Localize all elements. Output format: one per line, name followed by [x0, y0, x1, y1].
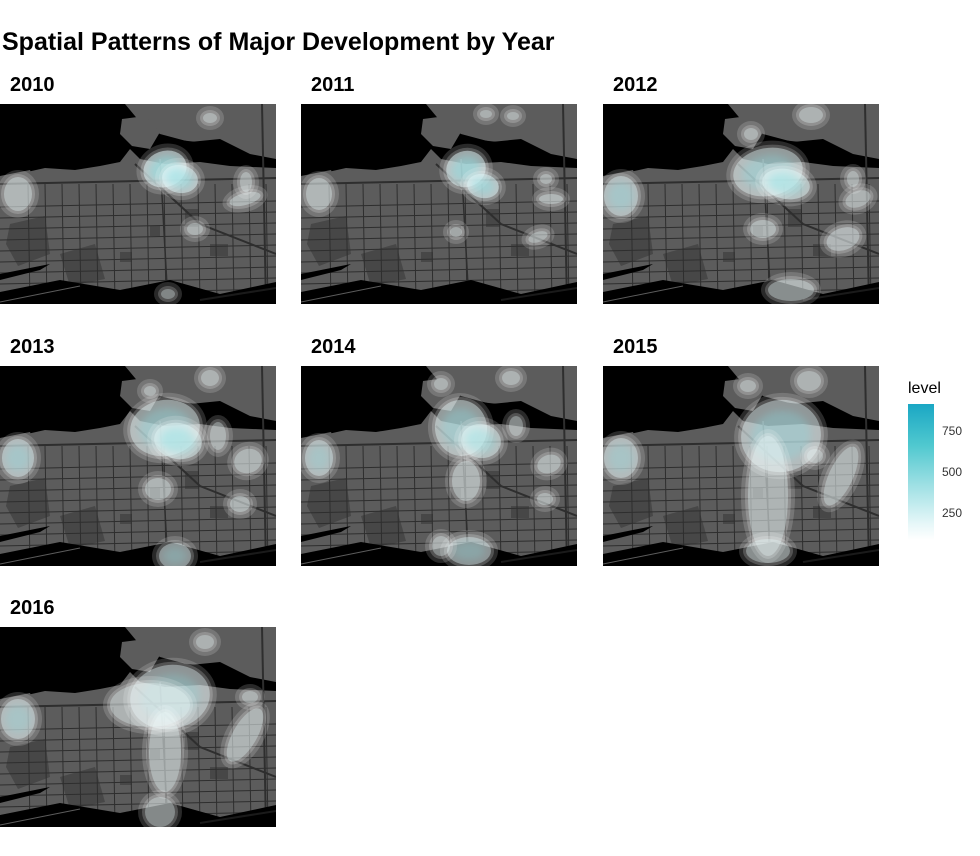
- legend-label-250: 250: [942, 506, 962, 520]
- legend-tick-500: [934, 496, 939, 497]
- density-map: [301, 104, 577, 304]
- panel-label-2016: 2016: [10, 597, 55, 620]
- map-panel-2014: [301, 366, 577, 566]
- panel-label-2012: 2012: [613, 74, 658, 97]
- density-map: [0, 366, 276, 566]
- map-panel-2011: [301, 104, 577, 304]
- legend-label-500: 500: [942, 465, 962, 479]
- map-panel-2010: [0, 104, 276, 304]
- legend-colorbar: [908, 404, 934, 540]
- legend-title: level: [908, 380, 941, 398]
- panel-label-2011: 2011: [311, 74, 354, 97]
- density-map: [301, 366, 577, 566]
- page-title: Spatial Patterns of Major Development by…: [2, 28, 555, 57]
- panel-label-2013: 2013: [10, 336, 55, 359]
- density-map: [0, 627, 276, 827]
- density-map: [0, 104, 276, 304]
- map-panel-2013: [0, 366, 276, 566]
- density-map: [603, 366, 879, 566]
- legend-label-750: 750: [942, 424, 962, 438]
- color-legend: level 750 500 250: [906, 380, 980, 550]
- density-map: [603, 104, 879, 304]
- panel-label-2015: 2015: [613, 336, 658, 359]
- legend-tick-250: [934, 537, 939, 538]
- map-panel-2012: [603, 104, 879, 304]
- map-panel-2016: [0, 627, 276, 827]
- map-panel-2015: [603, 366, 879, 566]
- panel-label-2014: 2014: [311, 336, 356, 359]
- panel-label-2010: 2010: [10, 74, 55, 97]
- legend-tick-750: [934, 455, 939, 456]
